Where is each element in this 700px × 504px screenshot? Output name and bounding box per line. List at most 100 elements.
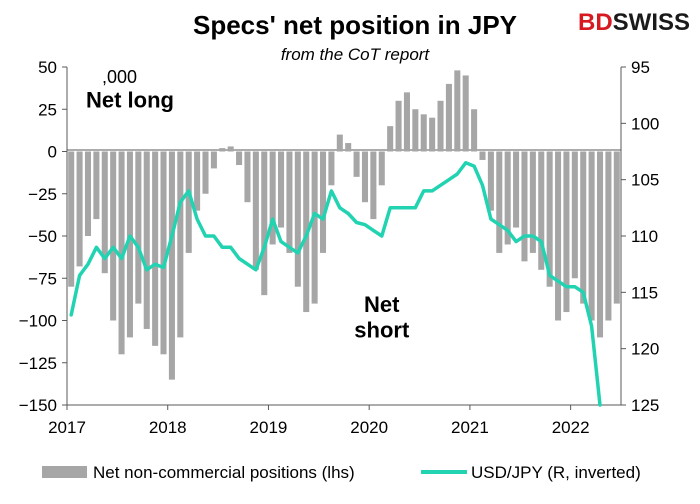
legend-swatch-bars bbox=[42, 466, 87, 478]
annotation-1: Net bbox=[364, 292, 400, 317]
bar-2019-03 bbox=[286, 151, 293, 253]
usdjpy-point-2019-12 bbox=[363, 223, 367, 226]
x-tick-label: 2017 bbox=[48, 418, 86, 437]
usdjpy-point-2020-04 bbox=[397, 206, 400, 210]
usdjpy-point-2020-05 bbox=[405, 206, 409, 210]
x-tick-label: 2019 bbox=[250, 418, 288, 437]
bar-2020-10 bbox=[445, 83, 452, 152]
usdjpy-point-2020-06 bbox=[414, 206, 417, 210]
legend-label-line: USD/JPY (R, inverted) bbox=[471, 463, 641, 482]
bar-2019-08 bbox=[328, 151, 335, 186]
bar-2017-08 bbox=[126, 151, 133, 338]
usdjpy-point-2021-02 bbox=[481, 184, 484, 187]
bar-2020-06 bbox=[412, 109, 419, 152]
usdjpy-point-2020-01 bbox=[372, 229, 375, 232]
usdjpy-point-2021-06 bbox=[514, 240, 518, 243]
bar-2017-09 bbox=[135, 151, 142, 304]
annotation-0: Net long bbox=[86, 88, 174, 113]
x-tick-label: 2018 bbox=[149, 418, 187, 437]
bar-2020-02 bbox=[378, 151, 385, 186]
bar-2017-05 bbox=[101, 151, 108, 274]
bar-2022-04 bbox=[596, 151, 604, 338]
bar-2018-09 bbox=[236, 151, 243, 166]
usdjpy-point-2020-10 bbox=[447, 178, 451, 181]
bar-2020-12 bbox=[462, 75, 469, 152]
usdjpy-point-2019-10 bbox=[346, 212, 350, 215]
bar-2018-03 bbox=[185, 151, 192, 253]
bar-2019-04 bbox=[294, 151, 301, 287]
usdjpy-point-2019-11 bbox=[355, 221, 358, 224]
bar-2022-03 bbox=[588, 151, 595, 321]
unit-label: ,000 bbox=[102, 67, 137, 87]
bar-2019-11 bbox=[353, 151, 360, 177]
usdjpy-point-2018-10 bbox=[246, 262, 249, 266]
bar-2018-01 bbox=[168, 151, 175, 380]
usdjpy-point-2018-12 bbox=[263, 246, 266, 249]
usdjpy-point-2020-11 bbox=[456, 172, 459, 176]
usdjpy-point-2019-08 bbox=[330, 189, 333, 193]
usdjpy-point-2017-08 bbox=[128, 234, 132, 238]
bar-2017-12 bbox=[160, 151, 167, 355]
bar-2017-02 bbox=[76, 151, 83, 267]
usdjpy-point-2018-04 bbox=[195, 217, 199, 221]
bar-2021-03 bbox=[487, 151, 494, 211]
y-right-tick-label: 105 bbox=[631, 171, 659, 190]
usdjpy-point-2018-01 bbox=[170, 234, 174, 238]
bar-2018-02 bbox=[177, 151, 184, 338]
bar-2021-05 bbox=[504, 151, 511, 245]
usdjpy-point-2019-07 bbox=[321, 217, 325, 221]
usdjpy-point-2017-12 bbox=[162, 266, 165, 269]
brand-logo-part1: BD bbox=[578, 9, 613, 36]
bar-2019-09 bbox=[336, 134, 343, 152]
bar-2018-10 bbox=[244, 151, 251, 203]
usdjpy-point-2019-06 bbox=[313, 212, 316, 215]
bar-2022-02 bbox=[580, 151, 587, 304]
usdjpy-point-2017-11 bbox=[153, 262, 157, 266]
bar-2021-01 bbox=[471, 109, 478, 152]
usdjpy-point-2017-05 bbox=[103, 257, 106, 260]
bar-2021-06 bbox=[513, 151, 520, 228]
axis-ticks: 50 25 0 −25 −50 −75 −100 −125 −150 95 100 105 110 115… bbox=[19, 58, 660, 437]
usdjpy-point-2020-02 bbox=[380, 234, 383, 238]
bar-2017-10 bbox=[143, 151, 150, 329]
line-series-group bbox=[69, 161, 602, 407]
y-left-tick-label: 0 bbox=[48, 143, 57, 162]
legend: Net non-commercial positions (lhs) USD/J… bbox=[42, 463, 641, 482]
usdjpy-line bbox=[69, 161, 602, 407]
bar-2017-03 bbox=[84, 151, 92, 236]
x-tick-label: 2021 bbox=[451, 418, 489, 437]
bar-2020-03 bbox=[387, 126, 394, 152]
usdjpy-point-2021-07 bbox=[523, 234, 526, 238]
usdjpy-point-2020-07 bbox=[422, 189, 425, 193]
usdjpy-point-2021-11 bbox=[556, 279, 560, 283]
usdjpy-point-2021-04 bbox=[498, 223, 501, 226]
chart-subtitle: from the CoT report bbox=[281, 45, 431, 64]
usdjpy-point-2018-11 bbox=[254, 268, 258, 271]
y-right-tick-label: 110 bbox=[631, 227, 658, 246]
y-right-tick-label: 95 bbox=[631, 58, 650, 77]
bar-2017-11 bbox=[152, 151, 159, 346]
usdjpy-point-2020-09 bbox=[439, 184, 442, 187]
bar-2019-10 bbox=[345, 143, 352, 152]
usdjpy-point-2017-07 bbox=[120, 257, 123, 260]
usdjpy-point-2017-06 bbox=[111, 246, 115, 249]
bar-2018-05 bbox=[202, 151, 209, 194]
y-left-tick-label: −50 bbox=[28, 227, 57, 246]
bar-2021-10 bbox=[546, 151, 553, 287]
usdjpy-point-2019-01 bbox=[271, 217, 274, 221]
bar-2019-07 bbox=[319, 151, 327, 253]
usdjpy-point-2020-12 bbox=[464, 161, 467, 164]
bar-2017-07 bbox=[118, 151, 125, 355]
bar-2021-09 bbox=[538, 151, 545, 270]
usdjpy-point-2020-03 bbox=[388, 206, 392, 210]
bar-2022-01 bbox=[571, 151, 578, 279]
usdjpy-point-2022-04 bbox=[598, 403, 602, 407]
bar-2017-01 bbox=[68, 151, 75, 287]
usdjpy-point-2017-01 bbox=[69, 313, 73, 317]
usdjpy-point-2017-10 bbox=[145, 268, 148, 271]
legend-label-bars: Net non-commercial positions (lhs) bbox=[93, 463, 355, 482]
bar-2020-09 bbox=[437, 100, 444, 152]
chart-title: Specs' net position in JPY bbox=[193, 10, 517, 40]
